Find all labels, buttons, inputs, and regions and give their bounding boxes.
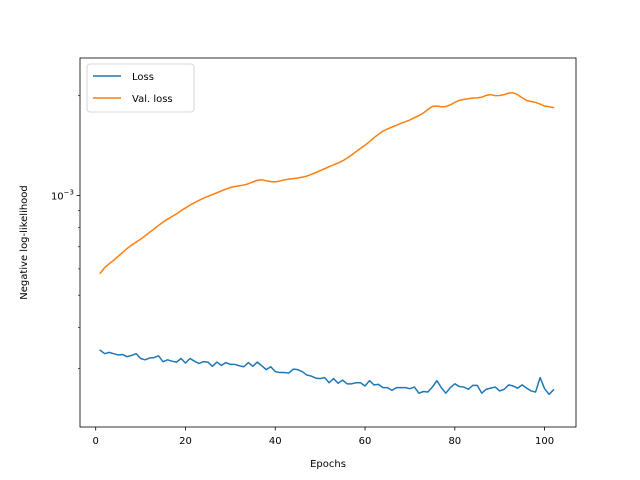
x-tick-label: 60 bbox=[359, 436, 372, 447]
x-tick-label: 0 bbox=[93, 436, 99, 447]
series-layer bbox=[99, 92, 555, 396]
series-line-val-loss bbox=[99, 92, 555, 275]
x-tick-label: 80 bbox=[448, 436, 461, 447]
x-axis: 0 20 40 60 80 100 bbox=[93, 427, 554, 447]
x-tick-label: 40 bbox=[269, 436, 282, 447]
x-tick-label: 100 bbox=[535, 436, 554, 447]
series-line-loss bbox=[99, 349, 555, 396]
x-tick-label: 20 bbox=[179, 436, 192, 447]
legend-label-val-loss: Val. loss bbox=[132, 94, 173, 105]
legend-label-loss: Loss bbox=[132, 72, 154, 83]
x-axis-label: Epochs bbox=[310, 459, 346, 470]
legend: Loss Val. loss bbox=[86, 63, 195, 113]
y-tick-label: 10−3 bbox=[51, 188, 74, 202]
y-axis-label: Negative log-likelihood bbox=[19, 185, 30, 300]
y-axis: 10−3 bbox=[51, 95, 80, 369]
plot-frame bbox=[79, 57, 577, 428]
